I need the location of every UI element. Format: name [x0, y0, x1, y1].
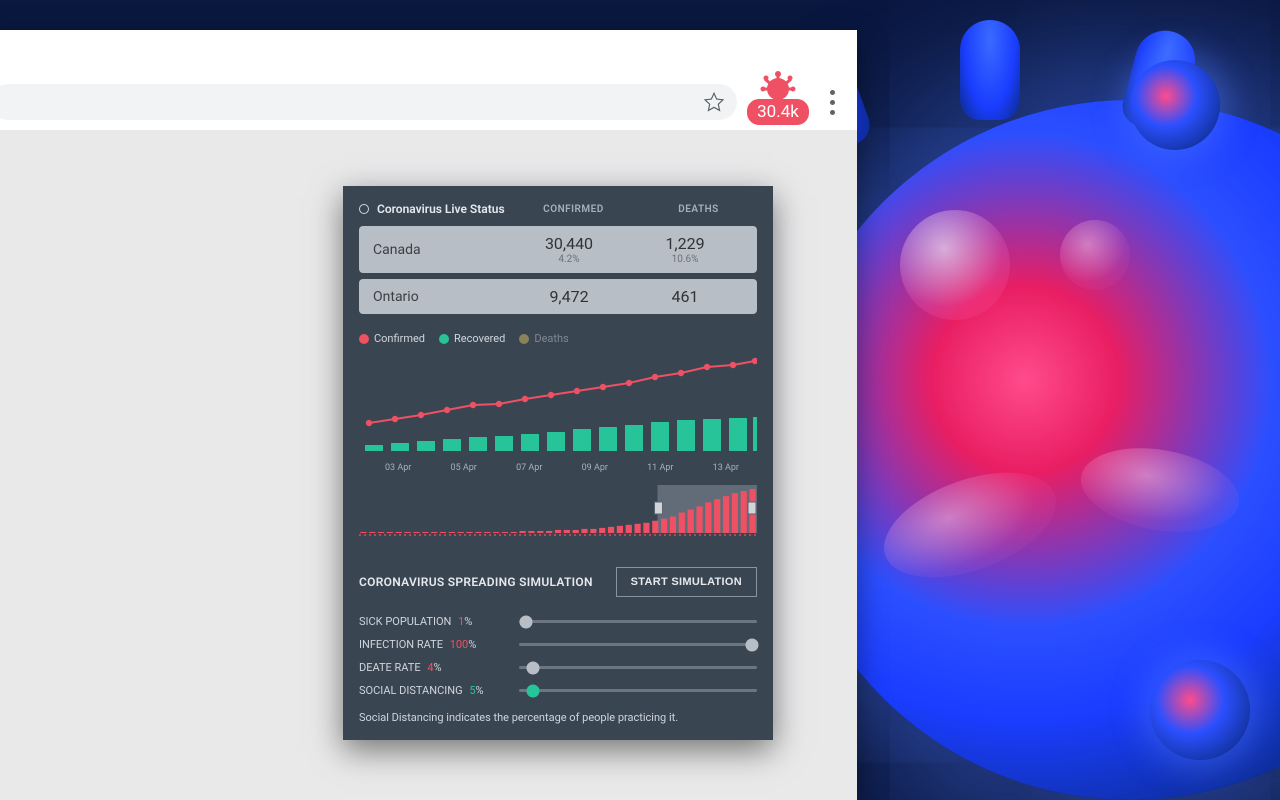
slider[interactable]: [519, 689, 757, 692]
extension-button[interactable]: 30.4k: [747, 77, 809, 127]
address-bar[interactable]: [0, 84, 737, 120]
tab-strip: [0, 30, 857, 74]
legend-label: Recovered: [454, 332, 505, 345]
main-chart: [359, 351, 757, 461]
bookmark-star-icon[interactable]: [703, 91, 725, 113]
simulation-section: CORONAVIRUS SPREADING SIMULATION START S…: [359, 567, 757, 724]
browser-chrome: 30.4k: [0, 30, 857, 120]
panel-title: Coronavirus Live Status: [377, 202, 507, 216]
chart-legend: Confirmed Recovered Deaths: [359, 332, 757, 345]
slider-row: DEATE RATE 4%: [359, 661, 757, 674]
deaths-cell: 461: [627, 287, 743, 306]
slider[interactable]: [519, 666, 757, 669]
background-virus-small: [1130, 60, 1220, 150]
legend-recovered: Recovered: [439, 332, 505, 345]
slider-label: INFECTION RATE 100%: [359, 638, 509, 651]
x-tick-label: 03 Apr: [385, 463, 411, 473]
legend-label: Deaths: [534, 332, 568, 345]
region-name: Ontario: [373, 289, 511, 305]
slider-thumb[interactable]: [746, 638, 759, 651]
simulation-title: CORONAVIRUS SPREADING SIMULATION: [359, 575, 593, 589]
slider[interactable]: [519, 620, 757, 623]
legend-label: Confirmed: [374, 332, 425, 345]
confirmed-cell: 30,4404.2%: [511, 234, 627, 265]
extension-badge: 30.4k: [747, 99, 809, 125]
x-tick-label: 07 Apr: [516, 463, 542, 473]
virus-icon: [758, 71, 798, 101]
slider-label: SOCIAL DISTANCING 5%: [359, 684, 509, 697]
deaths-cell: 1,22910.6%: [627, 234, 743, 265]
x-tick-label: 11 Apr: [647, 463, 673, 473]
slider-row: INFECTION RATE 100%: [359, 638, 757, 651]
chart-x-axis: 03 Apr 05 Apr 07 Apr 09 Apr 11 Apr 13 Apr: [359, 461, 757, 473]
panel-header: Coronavirus Live Status CONFIRMED DEATHS: [359, 202, 757, 216]
confirmed-cell: 9,472: [511, 287, 627, 306]
brush-chart[interactable]: [359, 483, 757, 537]
browser-menu-button[interactable]: [817, 82, 847, 122]
x-tick-label: 13 Apr: [713, 463, 739, 473]
toolbar: 30.4k: [0, 74, 857, 130]
x-tick-label: 09 Apr: [582, 463, 608, 473]
region-row[interactable]: Ontario9,472461: [359, 279, 757, 314]
slider-row: SICK POPULATION 1%: [359, 615, 757, 628]
legend-confirmed: Confirmed: [359, 332, 425, 345]
extension-popup: Coronavirus Live Status CONFIRMED DEATHS…: [343, 186, 773, 740]
dot-icon: [439, 334, 449, 344]
dot-icon: [519, 334, 529, 344]
region-row[interactable]: Canada30,4404.2%1,22910.6%: [359, 226, 757, 273]
radio-icon: [359, 204, 369, 214]
slider[interactable]: [519, 643, 757, 646]
dot-icon: [359, 334, 369, 344]
slider-thumb[interactable]: [527, 684, 540, 697]
start-simulation-button[interactable]: START SIMULATION: [616, 567, 757, 597]
column-header-deaths: DEATHS: [640, 204, 757, 215]
column-header-confirmed: CONFIRMED: [515, 204, 632, 215]
region-name: Canada: [373, 242, 511, 258]
slider-label: DEATE RATE 4%: [359, 661, 509, 674]
x-tick-label: 05 Apr: [451, 463, 477, 473]
slider-row: SOCIAL DISTANCING 5%: [359, 684, 757, 697]
slider-label: SICK POPULATION 1%: [359, 615, 509, 628]
slider-thumb[interactable]: [527, 661, 540, 674]
slider-thumb[interactable]: [520, 615, 533, 628]
background-virus-small: [1150, 660, 1250, 760]
simulation-note: Social Distancing indicates the percenta…: [359, 711, 757, 724]
legend-deaths: Deaths: [519, 332, 568, 345]
